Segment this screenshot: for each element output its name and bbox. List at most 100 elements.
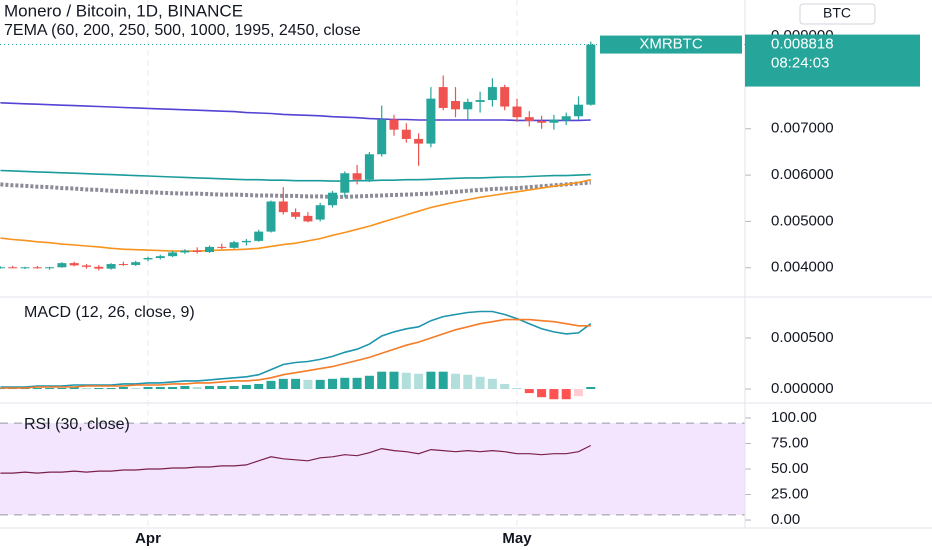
histogram-bar [106, 388, 116, 390]
candle-body [451, 100, 460, 110]
histogram-bar [352, 377, 362, 390]
macd-title: MACD (12, 26, close, 9) [24, 304, 195, 321]
y-tick-label: 0.006000 [771, 166, 834, 183]
candle-body [0, 267, 5, 269]
candle-body [414, 138, 424, 144]
candle-body [315, 205, 325, 220]
candle-body [278, 201, 288, 213]
histogram-bar [82, 388, 91, 390]
histogram-bar [561, 389, 571, 400]
histogram-bar [438, 371, 448, 390]
last-price-label: 0.008818 [771, 36, 834, 53]
candle-body [549, 119, 559, 123]
candle-body [352, 173, 362, 180]
x-tick-label: Apr [135, 530, 161, 547]
candle-body [32, 267, 42, 269]
histogram-bar [426, 371, 436, 390]
candle-body [106, 264, 116, 269]
histogram-bar [291, 378, 301, 390]
candle-body [229, 242, 239, 248]
histogram-bar [315, 379, 325, 390]
chart-title: Monero / Bitcoin, 1D, BINANCE [4, 1, 243, 20]
candle-body [561, 116, 571, 121]
candle-body [291, 212, 301, 217]
candle-body [266, 201, 276, 232]
histogram-bar [241, 384, 251, 390]
histogram-bar [364, 375, 374, 390]
histogram-bar [414, 373, 424, 390]
histogram-bar [537, 389, 547, 398]
y-tick-label: 0.004000 [771, 259, 834, 276]
histogram-bar [205, 385, 214, 390]
candle-body [537, 120, 547, 123]
histogram-bar [192, 386, 202, 390]
indicator-line [0, 310, 592, 388]
candle-body [524, 117, 534, 121]
histogram-bar [328, 378, 337, 390]
histogram-bar [180, 385, 190, 390]
candle-body [180, 250, 190, 253]
candle-body [328, 192, 337, 206]
histogram-bar [143, 386, 153, 390]
y-tick-label: 0.000500 [771, 329, 834, 346]
y-tick-label: 50.00 [771, 460, 809, 477]
candle-body [463, 101, 473, 110]
candle-body [94, 266, 104, 269]
y-tick-label: 0.000000 [771, 380, 834, 397]
currency-label: BTC [823, 5, 851, 21]
y-tick-label: 0.00 [771, 511, 800, 528]
histogram-bar [340, 377, 350, 390]
candle-body [475, 100, 485, 102]
histogram-bar [475, 376, 485, 390]
candle-body [254, 231, 264, 241]
currency-button[interactable] [799, 3, 876, 25]
candle-body [586, 44, 596, 105]
histogram-bar [377, 371, 387, 390]
histogram-bar [229, 385, 239, 390]
x-tick-label: May [502, 530, 532, 547]
indicator-legend: 7EMA (60, 200, 250, 500, 1000, 1995, 245… [4, 22, 361, 39]
candle-body [303, 215, 313, 222]
histogram-bar [574, 389, 583, 397]
histogram-bar [451, 373, 460, 390]
histogram-bar [155, 386, 165, 390]
candle-body [487, 87, 497, 101]
histogram-bar [57, 388, 67, 390]
candle-body [131, 262, 141, 265]
indicator-line [0, 178, 591, 252]
histogram-bar [524, 389, 534, 394]
candle-body [8, 267, 18, 269]
histogram-bar [278, 378, 288, 390]
candle-body [512, 106, 522, 118]
plot-area [0, 0, 745, 528]
histogram-bar [463, 374, 473, 390]
countdown-label: 08:24:03 [771, 55, 829, 72]
candle-body [155, 256, 165, 259]
candle-body [143, 258, 153, 260]
candle-body [168, 252, 178, 257]
candle-body [426, 98, 436, 144]
indicator-line [0, 169, 591, 182]
histogram-bar [94, 388, 104, 390]
last-price: XMRBTC 0.008818 08:24:03 [600, 34, 920, 87]
rsi-band [0, 423, 745, 515]
histogram-bar [254, 383, 264, 390]
candle-body [241, 240, 251, 243]
histogram-bar [549, 389, 559, 400]
symbol-tag [600, 35, 742, 54]
candle-body [364, 154, 374, 180]
candle-body [340, 173, 350, 193]
symbol-label: XMRBTC [639, 36, 703, 53]
histogram-bar [487, 378, 497, 390]
y-tick-label: 0.005000 [771, 212, 834, 229]
indicator-line [0, 102, 591, 122]
histogram-bar [131, 388, 141, 390]
histogram-bar [32, 388, 42, 390]
price-tag [745, 34, 920, 87]
candle-body [438, 87, 448, 108]
histogram-bar [500, 383, 510, 390]
y-tick-label: 0.007000 [771, 120, 834, 137]
histogram-bar [586, 386, 596, 390]
